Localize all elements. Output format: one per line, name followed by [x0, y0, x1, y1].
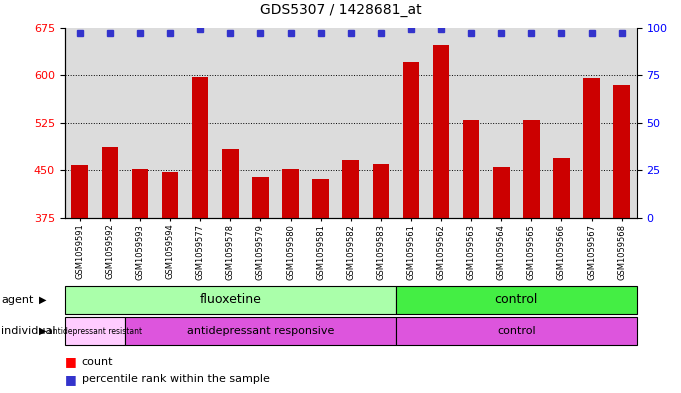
- Bar: [463, 119, 479, 218]
- Bar: [614, 85, 630, 218]
- Bar: [493, 167, 509, 218]
- Bar: [584, 78, 600, 218]
- Bar: [553, 158, 570, 218]
- Text: ▶: ▶: [39, 326, 46, 336]
- Text: percentile rank within the sample: percentile rank within the sample: [82, 374, 270, 384]
- Text: ■: ■: [65, 373, 76, 386]
- Bar: [396, 285, 637, 314]
- Bar: [72, 165, 88, 218]
- Text: ▶: ▶: [39, 295, 46, 305]
- Text: agent: agent: [1, 295, 34, 305]
- Text: control: control: [494, 293, 538, 306]
- Text: antidepressant responsive: antidepressant responsive: [187, 326, 334, 336]
- Bar: [162, 173, 178, 218]
- Bar: [396, 317, 637, 345]
- Text: control: control: [497, 326, 536, 336]
- Bar: [252, 177, 269, 218]
- Bar: [402, 62, 419, 218]
- Bar: [125, 317, 396, 345]
- Text: individual: individual: [1, 326, 56, 336]
- Bar: [343, 160, 359, 218]
- Text: antidepressant resistant: antidepressant resistant: [48, 327, 142, 336]
- Bar: [523, 119, 539, 218]
- Text: GDS5307 / 1428681_at: GDS5307 / 1428681_at: [259, 3, 422, 17]
- Bar: [222, 149, 238, 218]
- Bar: [65, 317, 125, 345]
- Bar: [101, 147, 118, 218]
- Text: fluoxetine: fluoxetine: [200, 293, 262, 306]
- Text: count: count: [82, 356, 113, 367]
- Bar: [192, 77, 208, 218]
- Bar: [282, 169, 299, 218]
- Bar: [373, 164, 389, 218]
- Bar: [131, 169, 148, 218]
- Bar: [313, 179, 329, 218]
- Bar: [432, 45, 449, 218]
- Bar: [65, 285, 396, 314]
- Text: ■: ■: [65, 355, 76, 368]
